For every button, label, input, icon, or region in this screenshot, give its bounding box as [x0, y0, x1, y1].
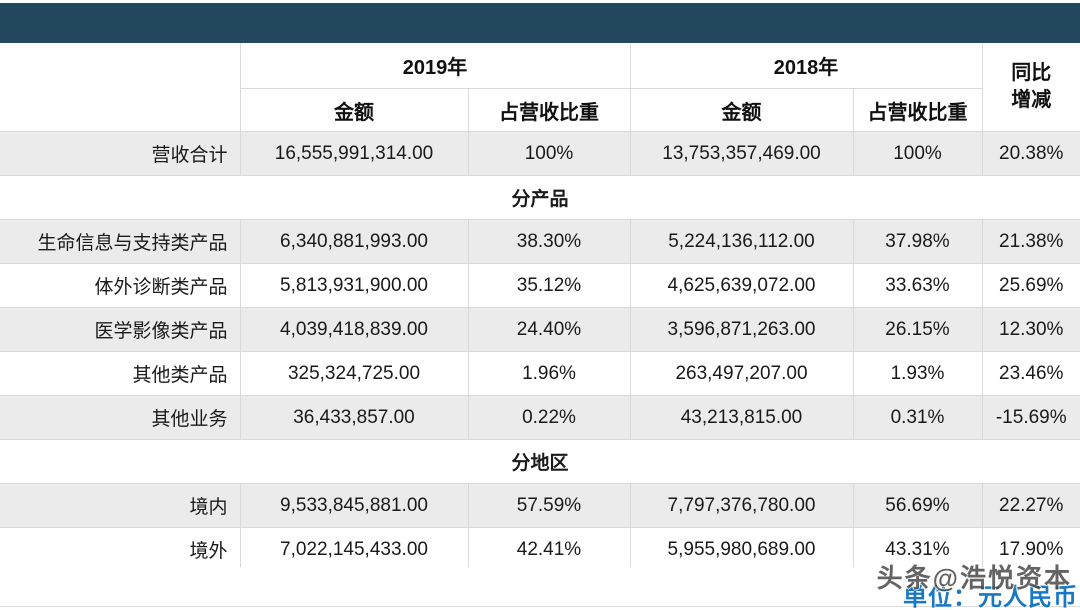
- ratio-2018: 37.98%: [852, 219, 983, 264]
- header-amount-2019: 金额: [240, 88, 469, 132]
- ratio-2019: 100%: [467, 131, 631, 176]
- ratio-2019: 1.96%: [467, 351, 631, 396]
- section-row-by-product: 分产品: [0, 175, 1080, 220]
- revenue-table: 2019年 2018年 同比 增减 金额 占营收比重 金额 占营收比重 营收合计…: [0, 43, 1080, 572]
- section-row-by-region: 分地区: [0, 439, 1080, 484]
- row-label: 营收合计: [0, 131, 241, 176]
- ratio-2019: 57.59%: [467, 483, 631, 528]
- ratio-2018: 33.63%: [852, 263, 983, 308]
- header-amount-2018: 金额: [629, 88, 854, 132]
- amount-2018: 4,625,639,072.00: [629, 263, 854, 308]
- yoy-value: 22.27%: [981, 483, 1080, 528]
- amount-2019: 9,533,845,881.00: [239, 483, 469, 528]
- ratio-2018: 100%: [852, 131, 983, 176]
- yoy-value: 20.38%: [981, 131, 1080, 176]
- ratio-2018: 56.69%: [852, 483, 983, 528]
- amount-2018: 7,797,376,780.00: [629, 483, 854, 528]
- yoy-value: 23.46%: [981, 351, 1080, 396]
- amount-2018: 13,753,357,469.00: [629, 131, 854, 176]
- ratio-2019: 0.22%: [467, 395, 631, 440]
- header-ratio-2019: 占营收比重: [467, 88, 631, 132]
- table-row: 营收合计 16,555,991,314.00 100% 13,753,357,4…: [0, 131, 1080, 176]
- row-label: 境外: [0, 527, 241, 572]
- row-label: 医学影像类产品: [0, 307, 241, 352]
- unit-label: 单位：元人民币: [903, 584, 1078, 610]
- row-label: 其他业务: [0, 395, 241, 440]
- amount-2018: 43,213,815.00: [629, 395, 854, 440]
- amount-2019: 7,022,145,433.00: [239, 527, 469, 572]
- row-label: 其他类产品: [0, 351, 241, 396]
- amount-2019: 325,324,725.00: [239, 351, 469, 396]
- yoy-value: 25.69%: [981, 263, 1080, 308]
- ratio-2018: 0.31%: [852, 395, 983, 440]
- header-yoy: 同比 增减: [981, 43, 1080, 132]
- amount-2018: 3,596,871,263.00: [629, 307, 854, 352]
- bottom-divider: [0, 606, 1080, 607]
- amount-2019: 16,555,991,314.00: [239, 131, 469, 176]
- header-corner-cell: [0, 43, 241, 132]
- title-bar: [0, 3, 1080, 43]
- header-yoy-line2: 增减: [1011, 89, 1052, 111]
- yoy-value: -15.69%: [981, 395, 1080, 440]
- footer-area: [0, 567, 1080, 610]
- table-row: 境内 9,533,845,881.00 57.59% 7,797,376,780…: [0, 483, 1080, 528]
- amount-2019: 5,813,931,900.00: [239, 263, 469, 308]
- row-label: 境内: [0, 483, 241, 528]
- header-ratio-2018: 占营收比重: [852, 88, 982, 132]
- header-row-years: 2019年 2018年 同比 增减: [0, 43, 1080, 132]
- amount-2018: 5,955,980,689.00: [629, 527, 854, 572]
- ratio-2018: 26.15%: [852, 307, 983, 352]
- section-label: 分地区: [0, 439, 1080, 484]
- row-label: 生命信息与支持类产品: [0, 219, 241, 264]
- table-row: 生命信息与支持类产品 6,340,881,993.00 38.30% 5,224…: [0, 219, 1080, 264]
- table-row: 其他类产品 325,324,725.00 1.96% 263,497,207.0…: [0, 351, 1080, 396]
- ratio-2019: 42.41%: [467, 527, 631, 572]
- yoy-value: 17.90%: [981, 527, 1080, 572]
- header-year-2019: 2019年: [239, 43, 631, 89]
- ratio-2019: 24.40%: [467, 307, 631, 352]
- ratio-2019: 38.30%: [467, 219, 631, 264]
- table-row: 其他业务 36,433,857.00 0.22% 43,213,815.00 0…: [0, 395, 1080, 440]
- table-row: 境外 7,022,145,433.00 42.41% 5,955,980,689…: [0, 527, 1080, 572]
- amount-2018: 263,497,207.00: [629, 351, 854, 396]
- section-label: 分产品: [0, 175, 1080, 220]
- ratio-2018: 1.93%: [852, 351, 983, 396]
- yoy-value: 21.38%: [981, 219, 1080, 264]
- row-label: 体外诊断类产品: [0, 263, 241, 308]
- table-row: 医学影像类产品 4,039,418,839.00 24.40% 3,596,87…: [0, 307, 1080, 352]
- amount-2018: 5,224,136,112.00: [629, 219, 854, 264]
- toutiao-watermark: 头条@浩悦资本: [876, 563, 1072, 593]
- amount-2019: 6,340,881,993.00: [239, 219, 469, 264]
- amount-2019: 4,039,418,839.00: [239, 307, 469, 352]
- yoy-value: 12.30%: [981, 307, 1080, 352]
- ratio-2019: 35.12%: [467, 263, 631, 308]
- header-year-2018: 2018年: [629, 43, 983, 89]
- table-row: 体外诊断类产品 5,813,931,900.00 35.12% 4,625,63…: [0, 263, 1080, 308]
- amount-2019: 36,433,857.00: [239, 395, 469, 440]
- header-yoy-line1: 同比: [1011, 62, 1052, 84]
